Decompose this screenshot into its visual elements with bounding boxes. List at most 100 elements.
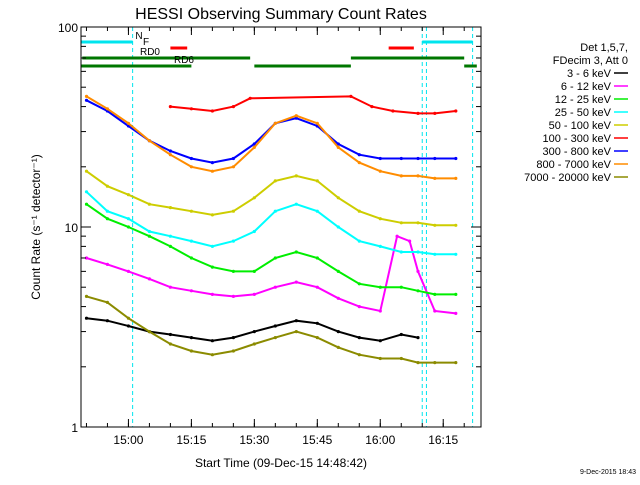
series-point bbox=[294, 250, 298, 254]
series-line-3 bbox=[85, 203, 456, 296]
legend-entry-label: 800 - 7000 keV bbox=[536, 159, 611, 171]
saa-markers bbox=[132, 27, 474, 427]
plot-timestamp: 9-Dec-2015 18:43 bbox=[580, 469, 636, 476]
series-point bbox=[416, 250, 420, 254]
x-tick-label: 15:45 bbox=[302, 433, 332, 447]
series-point bbox=[454, 109, 458, 113]
series-line-8 bbox=[85, 95, 456, 180]
series-point bbox=[105, 319, 109, 323]
series-point bbox=[210, 161, 214, 165]
series-point bbox=[336, 330, 340, 334]
series-point bbox=[273, 121, 277, 125]
series-point bbox=[252, 196, 256, 200]
series-point bbox=[147, 229, 151, 234]
flag-label: RD6 bbox=[174, 55, 194, 66]
series-point bbox=[210, 213, 214, 217]
series-point bbox=[336, 269, 340, 273]
series-point bbox=[210, 244, 214, 248]
series-point bbox=[84, 98, 89, 102]
series-point bbox=[357, 353, 361, 357]
series-point bbox=[315, 209, 319, 213]
x-axis-label: Start Time (09-Dec-15 14:48:42) bbox=[195, 456, 367, 470]
series-point bbox=[416, 361, 420, 365]
series-point bbox=[399, 356, 403, 361]
series-point bbox=[126, 121, 130, 125]
series-point bbox=[336, 145, 340, 149]
legend-entry-label: 25 - 50 keV bbox=[555, 107, 612, 119]
series-point bbox=[315, 285, 319, 289]
series-point bbox=[189, 336, 193, 340]
series-point bbox=[378, 156, 382, 161]
series-point bbox=[399, 156, 403, 161]
series-point bbox=[336, 345, 340, 349]
series-point bbox=[433, 111, 437, 115]
series-point bbox=[210, 109, 214, 113]
series-point bbox=[378, 339, 382, 343]
series-point bbox=[168, 332, 172, 337]
legend-entry-label: 12 - 25 keV bbox=[555, 94, 612, 106]
series-point bbox=[168, 149, 172, 153]
series-point bbox=[168, 234, 172, 238]
series-lines bbox=[84, 94, 458, 365]
series-point bbox=[84, 294, 89, 298]
series-point bbox=[210, 292, 214, 296]
series-point bbox=[252, 292, 256, 296]
series-point bbox=[147, 202, 151, 206]
series-point bbox=[147, 330, 151, 334]
series-point bbox=[210, 169, 214, 173]
series-point bbox=[315, 321, 319, 325]
series-point bbox=[357, 282, 361, 286]
series-point bbox=[147, 234, 151, 238]
series-point bbox=[126, 324, 130, 328]
series-point bbox=[315, 256, 319, 260]
series-point bbox=[84, 169, 89, 173]
series-point bbox=[189, 107, 193, 111]
x-tick-label: 15:00 bbox=[113, 433, 143, 447]
series-point bbox=[84, 202, 89, 206]
series-point bbox=[231, 349, 235, 353]
series-point bbox=[416, 289, 420, 293]
series-point bbox=[399, 285, 403, 289]
series-point bbox=[231, 165, 235, 169]
series-point bbox=[252, 342, 256, 346]
series-point bbox=[168, 153, 172, 157]
series-point bbox=[84, 316, 89, 320]
series-point bbox=[84, 94, 89, 98]
series-point bbox=[408, 239, 412, 243]
series-point bbox=[336, 296, 340, 300]
series-point bbox=[416, 336, 420, 340]
series-point bbox=[454, 252, 458, 256]
series-point bbox=[378, 217, 382, 221]
series-point bbox=[252, 229, 256, 234]
series-point bbox=[294, 202, 298, 206]
y-axis-label: Count Rate (s⁻¹ detector⁻¹) bbox=[29, 154, 43, 299]
legend-entry-label: 7000 - 20000 keV bbox=[524, 172, 612, 184]
series-point bbox=[349, 94, 353, 98]
series-point bbox=[105, 209, 109, 213]
series-point bbox=[189, 289, 193, 293]
series-point bbox=[84, 256, 89, 260]
series-point bbox=[252, 145, 256, 149]
series-point bbox=[399, 332, 403, 337]
series-point bbox=[231, 156, 235, 161]
series-point bbox=[399, 174, 403, 178]
series-point bbox=[126, 225, 130, 229]
series-point bbox=[416, 221, 420, 225]
series-point bbox=[357, 161, 361, 165]
series-point bbox=[168, 285, 172, 289]
series-point bbox=[315, 179, 319, 183]
series-point bbox=[248, 96, 252, 100]
series-point bbox=[126, 193, 130, 197]
series-point bbox=[189, 256, 193, 260]
series-point bbox=[395, 234, 399, 238]
series-point bbox=[357, 239, 361, 243]
series-point bbox=[231, 209, 235, 213]
series-point bbox=[454, 176, 458, 180]
series-point bbox=[433, 292, 437, 296]
series-point bbox=[416, 111, 420, 115]
flag-label: F bbox=[143, 37, 149, 48]
legend-entry-label: 100 - 300 keV bbox=[543, 133, 612, 145]
series-point bbox=[273, 179, 277, 183]
